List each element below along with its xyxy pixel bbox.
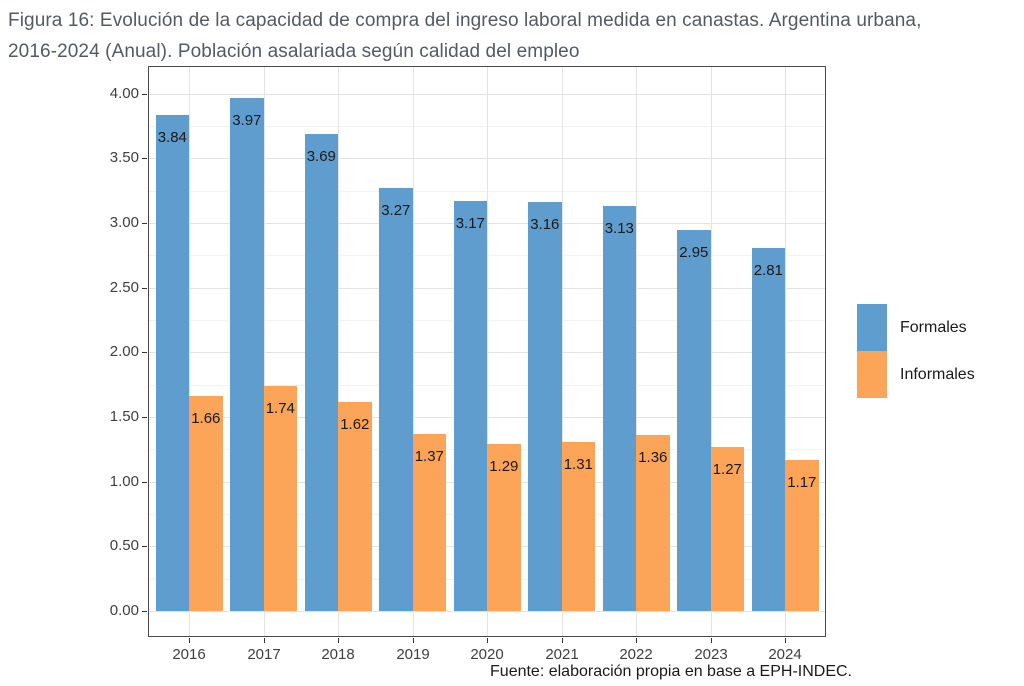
x-axis-tick	[785, 638, 786, 643]
legend-label-informales: Informales	[900, 365, 975, 383]
x-axis-label: 2024	[768, 646, 802, 663]
x-axis-label: 2020	[470, 646, 504, 663]
x-axis-label: 2022	[619, 646, 653, 663]
x-axis-tick	[562, 638, 563, 643]
x-axis-tick	[413, 638, 414, 643]
y-axis-tick	[142, 223, 147, 224]
bar-value-label: 3.16	[530, 216, 560, 234]
bar-value-label: 1.36	[638, 449, 668, 467]
y-axis-label: 0.50	[109, 537, 139, 554]
bar-value-label: 3.17	[455, 215, 485, 233]
bar-formales-2020	[453, 201, 487, 611]
y-axis-tick	[142, 158, 147, 159]
figure-title-line1: Figura 16: Evolución de la capacidad de …	[8, 10, 922, 31]
bar-formales-2018	[304, 133, 338, 611]
legend-key-informales-swatch	[857, 351, 887, 398]
bar-value-label: 1.31	[563, 455, 593, 473]
plot-panel: 3.84 3.97 3.69 3.27 3.17 3.16 3.13 2.95 2.81 1.66…	[148, 66, 826, 637]
figure-title: Figura 16: Evolución de la capacidad de …	[8, 5, 1022, 67]
y-axis-label: 1.50	[109, 408, 139, 425]
legend: Formales Informales	[857, 304, 975, 398]
x-axis-label: 2021	[545, 646, 579, 663]
x-axis-label: 2016	[172, 646, 206, 663]
legend-item-formales: Formales	[857, 304, 975, 351]
bar-formales-2017	[230, 97, 264, 611]
bar-value-label: 3.84	[157, 128, 187, 146]
y-axis-tick	[142, 482, 147, 483]
y-axis-tick	[142, 546, 147, 547]
bar-value-label: 1.27	[712, 460, 742, 478]
y-axis-tick	[142, 611, 147, 612]
y-axis-label: 4.00	[109, 85, 139, 102]
bar-value-label: 1.62	[340, 415, 370, 433]
bar-informales-2019	[412, 433, 446, 611]
bar-value-label: 3.97	[232, 111, 262, 129]
bar-informales-2020	[487, 444, 521, 611]
bar-value-label: 1.74	[265, 400, 295, 417]
bar-value-label: 1.17	[787, 473, 817, 491]
bar-informales-2023	[710, 446, 744, 611]
gridline-major-h	[148, 93, 826, 95]
bar-value-label: 3.69	[306, 147, 336, 165]
x-axis-tick	[189, 638, 190, 643]
source-note: Fuente: elaboración propia en base a EPH…	[490, 663, 852, 680]
bar-formales-2016	[155, 114, 189, 611]
y-axis-tick	[142, 288, 147, 289]
x-axis-tick	[338, 638, 339, 643]
bar-informales-2017	[263, 386, 297, 611]
bar-formales-2021	[528, 202, 562, 611]
bar-formales-2022	[602, 206, 636, 611]
y-axis-label: 3.50	[109, 149, 139, 166]
x-axis-label: 2018	[321, 646, 355, 663]
bar-value-label: 3.27	[381, 202, 411, 220]
x-axis-label: 2019	[396, 646, 430, 663]
y-axis-label: 0.00	[109, 602, 139, 619]
y-axis-label: 3.00	[109, 214, 139, 231]
x-axis-tick	[711, 638, 712, 643]
y-axis-label: 2.00	[109, 343, 139, 360]
y-axis-label: 1.00	[109, 473, 139, 490]
legend-item-informales: Informales	[857, 351, 975, 398]
y-axis-label: 2.50	[109, 279, 139, 296]
bar-formales-2019	[379, 188, 413, 611]
x-axis-label: 2023	[694, 646, 728, 663]
bar-informales-2018	[338, 401, 372, 611]
bar-value-label: 1.29	[489, 458, 519, 476]
x-axis-label: 2017	[247, 646, 281, 663]
bar-value-label: 3.13	[604, 220, 634, 238]
legend-label-formales: Formales	[900, 318, 967, 336]
bar-formales-2024	[751, 247, 785, 611]
y-axis-tick	[142, 352, 147, 353]
gridline-major-h	[148, 611, 826, 612]
bar-informales-2022	[636, 435, 670, 611]
bar-informales-2016	[189, 396, 223, 611]
bar-value-label: 1.37	[414, 447, 444, 465]
x-axis-tick	[264, 638, 265, 643]
figure-title-line2: 2016-2024 (Anual). Población asalariada …	[8, 41, 580, 62]
bar-value-label: 1.66	[191, 410, 221, 428]
bar-value-label: 2.81	[753, 261, 783, 279]
legend-key-formales-swatch	[857, 304, 887, 351]
x-axis-tick	[487, 638, 488, 643]
bar-formales-2023	[677, 229, 711, 611]
bar-informales-2021	[561, 441, 595, 611]
y-axis-tick	[142, 94, 147, 95]
x-axis-tick	[636, 638, 637, 643]
bar-informales-2024	[785, 459, 819, 611]
y-axis-tick	[142, 417, 147, 418]
bar-value-label: 2.95	[679, 243, 709, 261]
